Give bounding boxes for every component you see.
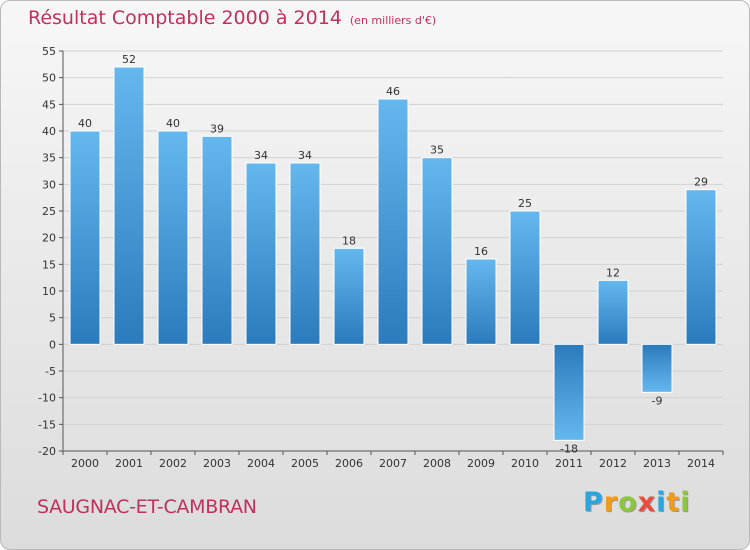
x-tick-label: 2008 bbox=[423, 457, 451, 470]
data-label-2007: 46 bbox=[386, 85, 400, 98]
data-label-2009: 16 bbox=[474, 245, 488, 258]
x-tick-label: 2001 bbox=[115, 457, 143, 470]
logo-letter: P bbox=[583, 487, 604, 518]
y-tick-label: 15 bbox=[42, 258, 56, 271]
axes: -20 -15 -10 -5 0 5 10 15 20 25 30 35 40 45 50 55 2000 200… bbox=[38, 45, 724, 470]
bar-2012 bbox=[597, 279, 629, 345]
bar-2003 bbox=[201, 135, 233, 345]
logo-letter: r bbox=[603, 487, 619, 518]
x-tick-label: 2003 bbox=[203, 457, 231, 470]
bar-2011 bbox=[553, 343, 585, 441]
y-tick-label: 30 bbox=[42, 178, 56, 191]
bar-2010 bbox=[509, 210, 541, 345]
bar-2000 bbox=[69, 130, 101, 345]
bar-2009 bbox=[465, 258, 497, 345]
x-tick-label: 2002 bbox=[159, 457, 187, 470]
x-tick-label: 2006 bbox=[335, 457, 363, 470]
y-tick-label: 55 bbox=[42, 45, 56, 58]
bar-2001 bbox=[113, 66, 145, 345]
logo-letter: t bbox=[666, 487, 681, 518]
data-label-2006: 18 bbox=[342, 234, 356, 247]
y-tick-label: 35 bbox=[42, 152, 56, 165]
y-tick-label: 20 bbox=[42, 232, 56, 245]
x-tick-label: 2004 bbox=[247, 457, 275, 470]
proxiti-logo[interactable]: Proxiti bbox=[583, 487, 691, 518]
x-tick-label: 2013 bbox=[643, 457, 671, 470]
data-label-2002: 40 bbox=[166, 117, 180, 130]
data-label-2003: 39 bbox=[210, 122, 224, 135]
data-label-2001: 52 bbox=[122, 53, 136, 66]
y-tick-label: 10 bbox=[42, 285, 56, 298]
bar-2002 bbox=[157, 130, 189, 345]
x-tick-label: 2007 bbox=[379, 457, 407, 470]
logo-letter: o bbox=[618, 487, 638, 518]
logo-letter: i bbox=[656, 487, 667, 518]
x-tick-label: 2012 bbox=[599, 457, 627, 470]
data-label-2005: 34 bbox=[298, 149, 312, 162]
x-tick-label: 2011 bbox=[555, 457, 583, 470]
x-tick-label: 2014 bbox=[687, 457, 715, 470]
x-tick-label: 2009 bbox=[467, 457, 495, 470]
y-tick-label: 50 bbox=[42, 72, 56, 85]
data-label-2012: 12 bbox=[606, 266, 620, 279]
logo-letter: i bbox=[680, 487, 691, 518]
bar-2008 bbox=[421, 157, 453, 345]
bars bbox=[69, 66, 717, 441]
y-tick-label: 25 bbox=[42, 205, 56, 218]
logo-letter: x bbox=[637, 487, 657, 518]
x-tick-label: 2005 bbox=[291, 457, 319, 470]
chart-unit-text: (en milliers d'€) bbox=[349, 14, 437, 27]
y-tick-label: 45 bbox=[42, 98, 56, 111]
bar-2014 bbox=[685, 189, 717, 345]
bar-2004 bbox=[245, 162, 277, 345]
data-label-2014: 29 bbox=[694, 176, 708, 189]
y-tick-label: 40 bbox=[42, 125, 56, 138]
bar-2005 bbox=[289, 162, 321, 345]
y-tick-label: -5 bbox=[45, 365, 56, 378]
data-label-2004: 34 bbox=[254, 149, 268, 162]
y-tick-label: 0 bbox=[49, 338, 56, 351]
data-label-2008: 35 bbox=[430, 144, 444, 157]
chart-title: Résultat Comptable 2000 à 2014 (en millie… bbox=[28, 7, 436, 29]
x-tick-label: 2000 bbox=[71, 457, 99, 470]
y-tick-label: -20 bbox=[38, 445, 56, 458]
y-tick-label: 5 bbox=[49, 312, 56, 325]
data-label-2010: 25 bbox=[518, 197, 532, 210]
y-tick-label: -15 bbox=[38, 418, 56, 431]
bar-2013 bbox=[641, 343, 673, 393]
data-label-2011: -18 bbox=[560, 442, 578, 455]
data-label-2013: -9 bbox=[652, 394, 663, 407]
y-tick-label: -10 bbox=[38, 392, 56, 405]
bar-2006 bbox=[333, 247, 365, 345]
data-label-2000: 40 bbox=[78, 117, 92, 130]
x-tick-label: 2010 bbox=[511, 457, 539, 470]
data-labels: 40 52 40 39 34 34 18 46 35 16 25 -18 12 -9 29 bbox=[78, 53, 708, 455]
bar-2007 bbox=[377, 98, 409, 345]
commune-name: SAUGNAC-ET-CAMBRAN bbox=[37, 496, 257, 518]
chart-title-text: Résultat Comptable 2000 à 2014 bbox=[28, 7, 342, 29]
